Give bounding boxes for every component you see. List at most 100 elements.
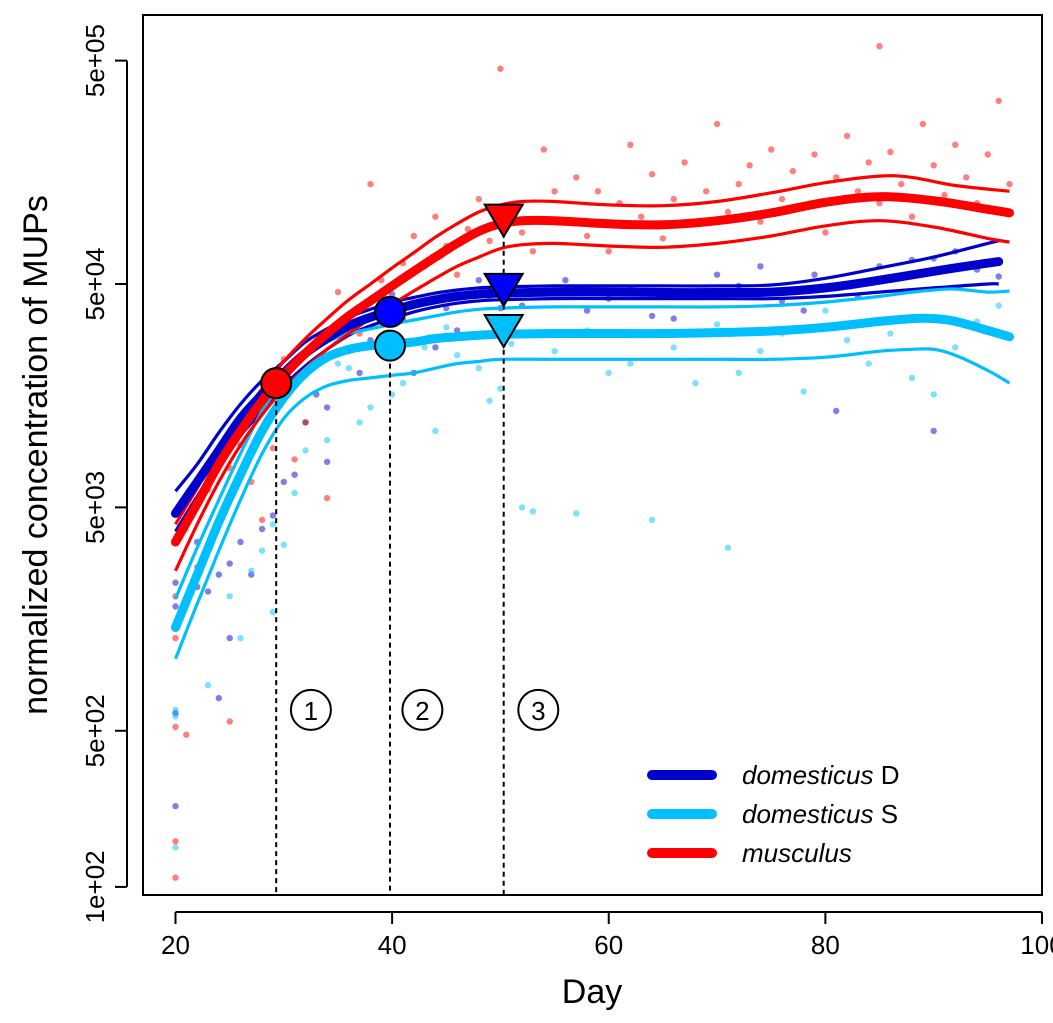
musculus-point <box>703 188 710 195</box>
musculus-point <box>183 731 190 738</box>
musculus-point <box>659 235 667 242</box>
musculus-point <box>627 141 634 148</box>
musculus-point <box>930 162 937 169</box>
domesticus-d-point <box>226 560 233 567</box>
annotation-1-label: 1 <box>304 696 318 726</box>
domesticus-s-point <box>291 489 298 497</box>
domesticus-s-point <box>930 391 937 398</box>
musculus-point <box>323 494 331 502</box>
domesticus-s-point <box>356 419 363 426</box>
musculus-point <box>638 213 645 220</box>
domesticus-s-point <box>508 340 515 347</box>
y-tick-label: 5e+02 <box>80 694 110 767</box>
domesticus-s-point <box>334 360 342 367</box>
musculus-point <box>735 180 742 188</box>
domesticus-s-point <box>735 369 742 377</box>
musculus-point <box>432 213 439 220</box>
domesticus-d-point <box>323 458 331 465</box>
musculus-point <box>681 159 688 166</box>
domesticus-s-point <box>226 593 233 600</box>
musculus-point <box>172 838 179 845</box>
musculus-point <box>941 191 948 199</box>
domesticus-s-point <box>648 516 656 523</box>
musculus-point <box>475 195 482 203</box>
domesticus-s-point <box>800 388 807 395</box>
domesticus-d-point <box>388 291 396 298</box>
domesticus-s-point <box>453 352 461 359</box>
domesticus-s-circle-marker <box>374 329 406 362</box>
domesticus-s-point <box>551 348 558 355</box>
event-markers <box>260 203 525 400</box>
domesticus-s-fit-line <box>171 313 1014 632</box>
domesticus-s-point <box>887 330 894 337</box>
musculus-point <box>226 718 233 725</box>
domesticus-s-point <box>573 510 580 517</box>
musculus-triangle-marker <box>482 203 525 239</box>
domesticus-s-point <box>443 324 450 331</box>
x-tick-label: 100 <box>1020 930 1053 960</box>
musculus-point <box>367 180 374 188</box>
domesticus-s-point <box>627 360 634 367</box>
legend-label-domesticus-s: domesticus S <box>742 799 898 829</box>
domesticus-d-point <box>172 802 179 810</box>
musculus-point <box>724 208 732 216</box>
domesticus-d-point <box>291 471 298 478</box>
domesticus-d-point <box>432 344 439 351</box>
musculus-point <box>919 120 927 128</box>
musculus-point <box>648 171 656 178</box>
domesticus-s-point <box>237 634 244 642</box>
domesticus-s-point <box>713 321 721 328</box>
musculus-point <box>486 237 493 244</box>
annotation-2-circle <box>401 688 444 731</box>
domesticus-d-point <box>237 538 244 546</box>
musculus-point <box>778 195 786 203</box>
domesticus-d-point <box>280 478 287 486</box>
domesticus-s-point <box>486 397 493 404</box>
musculus-point <box>833 174 840 181</box>
musculus-point <box>746 162 753 169</box>
musculus-point <box>887 148 894 156</box>
domesticus-s-point <box>204 682 212 689</box>
musculus-ci-lower-line <box>174 219 1010 572</box>
domesticus-d-point <box>323 404 331 411</box>
plot-frame <box>142 14 1043 896</box>
domesticus-s-point <box>822 307 829 314</box>
musculus-point <box>963 174 970 181</box>
domesticus-s-point <box>995 302 1002 309</box>
domesticus-d-point <box>757 263 764 270</box>
domesticus-d-point <box>258 525 266 533</box>
fit-lines <box>171 192 1014 632</box>
musculus-point <box>302 419 309 426</box>
x-tick-label: 40 <box>378 930 407 960</box>
musculus-point <box>952 141 959 148</box>
musculus-point <box>172 874 179 881</box>
domesticus-s-point <box>421 344 428 351</box>
domesticus-d-point <box>475 277 482 284</box>
musculus-point <box>453 271 461 278</box>
y-axis: 1e+02 5e+02 5e+03 5e+04 5e+05 <box>80 24 128 923</box>
legend: domesticus D domesticus S musculus <box>647 760 900 868</box>
musculus-point <box>172 634 179 642</box>
musculus-point <box>410 232 417 240</box>
domesticus-s-point <box>172 844 179 851</box>
domesticus-s-triangle-marker <box>482 314 525 349</box>
domesticus-s-point <box>605 369 612 377</box>
domesticus-d-point <box>215 694 222 702</box>
confidence-bands <box>174 174 1011 660</box>
musculus-point <box>497 65 504 72</box>
domesticus-s-point <box>670 344 677 351</box>
scatter-points <box>172 43 1013 881</box>
domesticus-d-point <box>670 315 677 322</box>
musculus-point <box>876 200 883 207</box>
musculus-point <box>811 151 818 158</box>
domesticus-s-point <box>432 427 439 435</box>
domesticus-s-point <box>692 379 699 387</box>
y-axis-title: normalized concentration of MUPs <box>17 195 55 715</box>
x-axis: 20 40 60 80 100 <box>161 911 1053 960</box>
domesticus-s-point <box>367 404 374 411</box>
domesticus-s-point <box>172 713 179 720</box>
domesticus-d-point <box>172 579 179 586</box>
y-tick-label: 1e+02 <box>80 850 110 923</box>
musculus-point <box>843 132 851 140</box>
musculus-point <box>518 229 526 236</box>
